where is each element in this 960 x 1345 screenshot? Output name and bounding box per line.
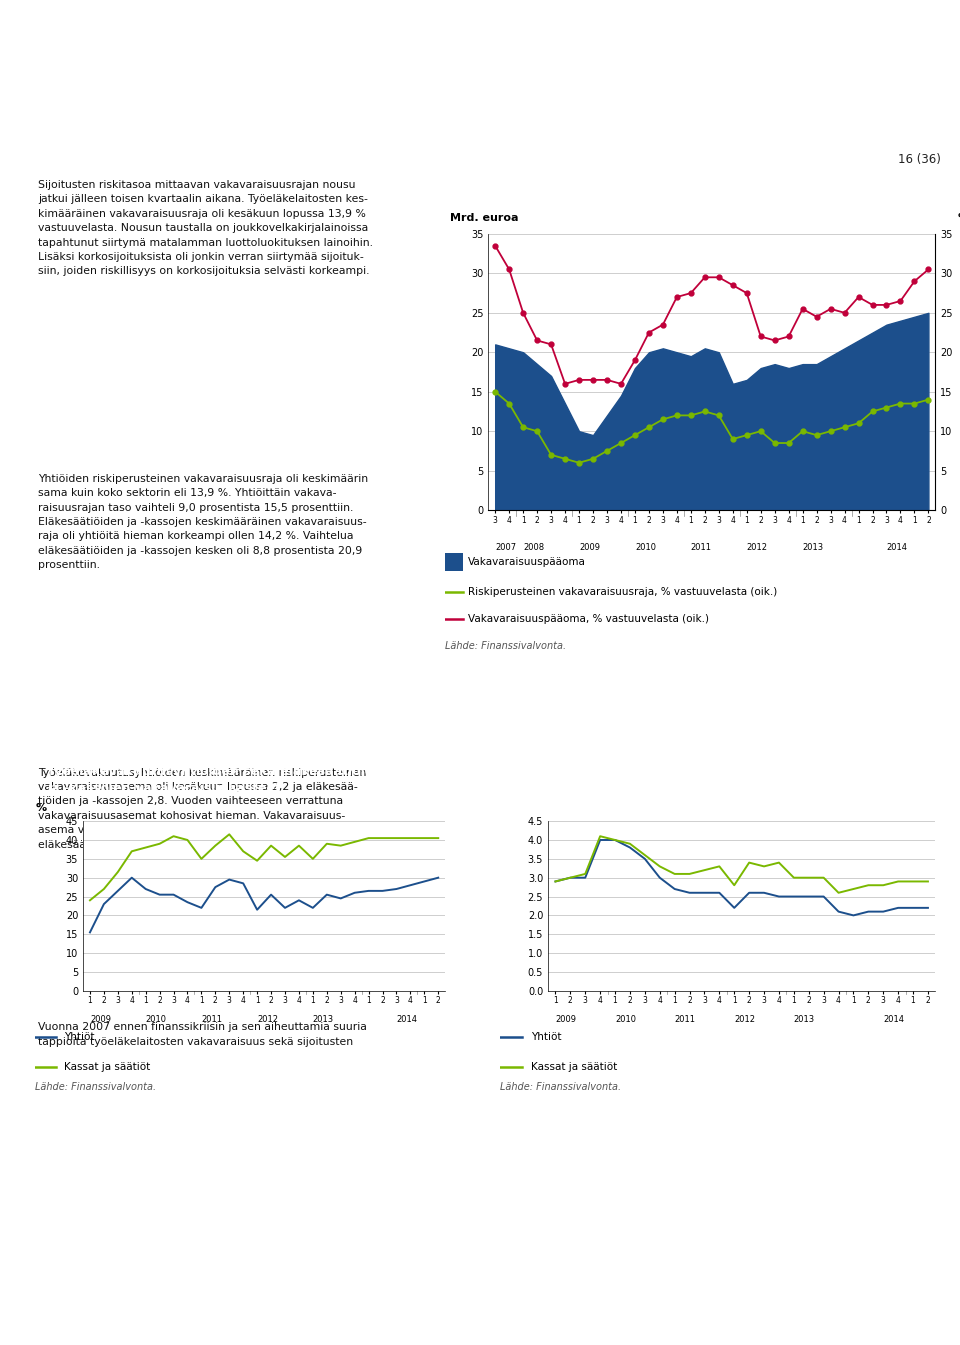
Text: Mrd. euroa: Mrd. euroa xyxy=(450,213,518,223)
Text: 2008: 2008 xyxy=(523,543,544,553)
Text: 2009: 2009 xyxy=(556,1014,576,1024)
Text: 2014: 2014 xyxy=(883,1014,904,1024)
Text: 2007: 2007 xyxy=(495,543,516,553)
Text: 2011: 2011 xyxy=(691,543,711,553)
Text: 30.9.2014: 30.9.2014 xyxy=(34,94,111,109)
Text: 2013: 2013 xyxy=(794,1014,815,1024)
Text: Lähde: Finanssivalvonta.: Lähde: Finanssivalvonta. xyxy=(500,1083,621,1092)
Bar xyxy=(445,553,463,570)
Text: 2012: 2012 xyxy=(747,543,768,553)
Text: Työeläkevakuutusyhtiöiden, eläkesäätiöiden ja
-kassojen riskiperusteiset vakavar: Työeläkevakuutusyhtiöiden, eläkesäätiöid… xyxy=(514,765,852,795)
Text: Yhtiöt: Yhtiöt xyxy=(64,1032,94,1042)
Text: FINANSSIVALVONTA
FINANSINSPEKTIONEN
FINANCIAL SUPERVISORY AUTHORITY: FINANSSIVALVONTA FINANSINSPEKTIONEN FINA… xyxy=(29,1289,248,1329)
Text: 2010: 2010 xyxy=(635,543,656,553)
Text: Vakavaraisuuspääoma: Vakavaraisuuspääoma xyxy=(468,557,586,568)
Text: Kassat ja säätiöt: Kassat ja säätiöt xyxy=(531,1063,617,1072)
Text: 2010: 2010 xyxy=(146,1014,167,1024)
Text: 2011: 2011 xyxy=(202,1014,223,1024)
Text: 2012: 2012 xyxy=(734,1014,756,1024)
Text: 2010: 2010 xyxy=(615,1014,636,1024)
Text: Vakavaraisuuspääoma, % vastuuvelasta (oik.): Vakavaraisuuspääoma, % vastuuvelasta (oi… xyxy=(468,615,708,624)
Text: 2011: 2011 xyxy=(675,1014,696,1024)
Text: 16 (36): 16 (36) xyxy=(898,153,941,167)
Text: Yhtiöiden riskiperusteinen vakavaraisuusraja oli keskimäärin
sama kuin koko sekt: Yhtiöiden riskiperusteinen vakavaraisuus… xyxy=(38,473,369,570)
Text: Lähde: Finanssivalvonta.: Lähde: Finanssivalvonta. xyxy=(35,1083,156,1092)
Text: Kassat ja säätiöt: Kassat ja säätiöt xyxy=(64,1063,151,1072)
Text: 2013: 2013 xyxy=(803,543,824,553)
Text: 2014: 2014 xyxy=(396,1014,418,1024)
Text: %: % xyxy=(958,213,960,223)
Text: Työeläkevakuutusyhtiöiden keskimääräinen riskiperusteinen
vakavaraisuusasema oli: Työeläkevakuutusyhtiöiden keskimääräinen… xyxy=(38,768,367,850)
Text: 2009: 2009 xyxy=(90,1014,111,1024)
Text: Yhtiöt: Yhtiöt xyxy=(531,1032,562,1042)
Text: 2009: 2009 xyxy=(579,543,600,553)
Text: Riskiperusteinen vakavaraisuusraja, % vastuuvelasta (oik.): Riskiperusteinen vakavaraisuusraja, % va… xyxy=(468,588,777,597)
Text: Lähde: Finanssivalvonta.: Lähde: Finanssivalvonta. xyxy=(445,640,566,651)
Text: 2013: 2013 xyxy=(313,1014,334,1024)
Text: Sijoitusten riskitasoa mittaavan vakavaraisuusrajan nousu
jatkui jälleen toisen : Sijoitusten riskitasoa mittaavan vakavar… xyxy=(38,180,373,277)
Text: 2014: 2014 xyxy=(886,543,907,553)
Text: %: % xyxy=(36,803,47,812)
Text: Työeläkevakuutusyhtiöiden sekä eläkesäätiöiden
ja -kassojen vakavaraisuusasteet: Työeläkevakuutusyhtiöiden sekä eläkesäät… xyxy=(47,765,392,795)
Text: Vuonna 2007 ennen finanssikriisin ja sen aiheuttamia suuria
tappioita työeläkela: Vuonna 2007 ennen finanssikriisin ja sen… xyxy=(38,1022,368,1046)
Text: Työeläkesektorin vakavaraisuuden kehitys: Työeläkesektorin vakavaraisuuden kehitys xyxy=(458,184,777,198)
Text: 2012: 2012 xyxy=(257,1014,278,1024)
Text: Valvottavien taloudellinen tila ja riskit 2/2014: Valvottavien taloudellinen tila ja riski… xyxy=(34,35,788,63)
